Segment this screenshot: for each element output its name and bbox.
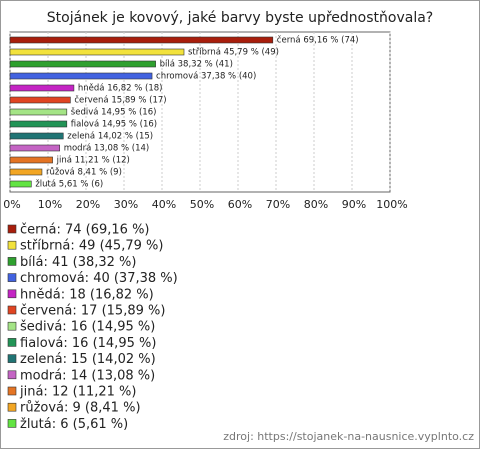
legend-label: jiná: 12 (11,21 %)	[19, 385, 136, 400]
legend-label: bílá: 41 (38,32 %)	[20, 255, 136, 270]
bar	[9, 48, 185, 56]
legend-label: černá: 74 (69,16 %)	[20, 223, 150, 238]
value-label: žlutá 5,61 % (6)	[35, 180, 103, 190]
value-label: růžová 8,41 % (9)	[46, 167, 122, 178]
legend-swatch	[7, 386, 17, 396]
x-tick-label: 20%	[76, 198, 100, 211]
value-label: chromová 37,38 % (40)	[156, 72, 256, 82]
legend-swatch	[7, 289, 17, 299]
bar	[9, 60, 156, 68]
source: zdroj: https://stojanek-na-nausnice.vypl…	[223, 430, 474, 443]
bar	[9, 96, 71, 104]
x-tick-label: 10%	[38, 198, 62, 211]
legend-label: hnědá: 18 (16,82 %)	[20, 287, 154, 302]
legend-label: stříbrná: 49 (45,79 %)	[20, 239, 163, 254]
value-label: jiná 11,21 % (12)	[56, 156, 130, 166]
value-label: hnědá 16,82 % (18)	[78, 84, 163, 94]
x-tick-label: 0%	[3, 198, 20, 211]
value-label: bílá 38,32 % (41)	[160, 60, 233, 70]
legend-swatch	[7, 370, 17, 380]
legend-swatch	[7, 321, 17, 331]
x-tick-label: 30%	[114, 198, 138, 211]
legend-label: fialová: 16 (14,95 %)	[20, 336, 156, 351]
legend-label: šedivá: 16 (14,95 %)	[20, 320, 155, 335]
bar	[9, 72, 153, 80]
value-label: modrá 13,08 % (14)	[64, 144, 150, 154]
value-label: stříbrná 45,79 % (49)	[188, 48, 279, 58]
x-tick-label: 100%	[376, 198, 407, 211]
x-tick-label: 50%	[190, 198, 214, 211]
bar	[9, 108, 68, 116]
chart-title: Stojánek je kovový, jaké barvy byste upř…	[47, 10, 433, 26]
x-tick-label: 80%	[304, 198, 328, 211]
legend-label: žlutá: 6 (5,61 %)	[20, 417, 128, 432]
value-label: šedivá 14,95 % (16)	[71, 107, 157, 118]
legend-swatch	[7, 257, 17, 266]
legend-swatch	[7, 354, 17, 363]
bar	[9, 84, 75, 92]
value-label: fialová 14,95 % (16)	[71, 120, 157, 130]
bar	[9, 144, 61, 152]
x-tick-label: 70%	[266, 198, 290, 211]
value-label: červená 15,89 % (17)	[74, 95, 166, 106]
legend-label: chromová: 40 (37,38 %)	[20, 271, 178, 286]
legend-label: růžová: 9 (8,41 %)	[20, 401, 141, 416]
bar	[9, 120, 68, 128]
legend-swatch	[7, 224, 17, 234]
legend-swatch	[7, 419, 17, 428]
bar	[9, 180, 32, 188]
legend-swatch	[7, 402, 17, 412]
value-label: černá 69,16 % (74)	[277, 35, 359, 46]
legend-swatch	[7, 240, 17, 250]
bar	[9, 156, 53, 164]
x-tick-label: 40%	[152, 198, 176, 211]
legend-label: červená: 17 (15,89 %)	[20, 304, 165, 319]
bar	[9, 168, 43, 176]
x-tick-label: 60%	[228, 198, 252, 211]
x-tick-label: 90%	[342, 198, 366, 211]
legend-swatch	[7, 305, 17, 315]
legend-label: zelená: 15 (14,02 %)	[20, 352, 156, 367]
bar	[9, 36, 274, 44]
legend-swatch	[7, 273, 17, 282]
value-label: zelená 14,02 % (15)	[67, 132, 153, 142]
legend-swatch	[7, 338, 17, 347]
bar	[9, 132, 64, 140]
legend-label: modrá: 14 (13,08 %)	[20, 368, 155, 383]
